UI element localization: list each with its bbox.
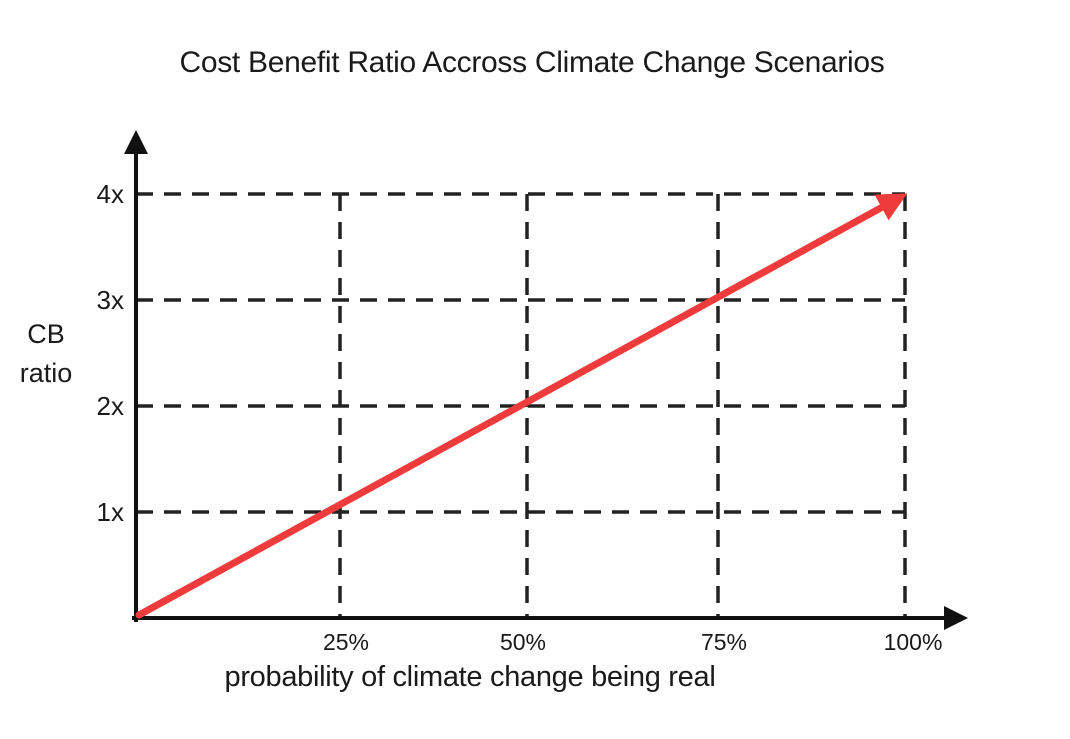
x-tick-75: 75%: [701, 629, 747, 655]
x-tick-100: 100%: [884, 629, 943, 655]
cost-benefit-trend-line: [135, 193, 908, 619]
y-tick-4x: 4x: [97, 179, 124, 209]
x-axis-label: probability of climate change being real: [225, 661, 716, 693]
y-tick-2x: 2x: [97, 391, 124, 421]
chart-title: Cost Benefit Ratio Accross Climate Chang…: [179, 46, 884, 79]
y-axis-label-line2: ratio: [20, 358, 73, 388]
x-tick-25: 25%: [323, 629, 369, 655]
y-axis-label-line1: CB: [27, 319, 65, 349]
x-tick-50: 50%: [500, 629, 546, 655]
y-tick-3x: 3x: [97, 285, 124, 315]
y-tick-1x: 1x: [97, 497, 124, 527]
